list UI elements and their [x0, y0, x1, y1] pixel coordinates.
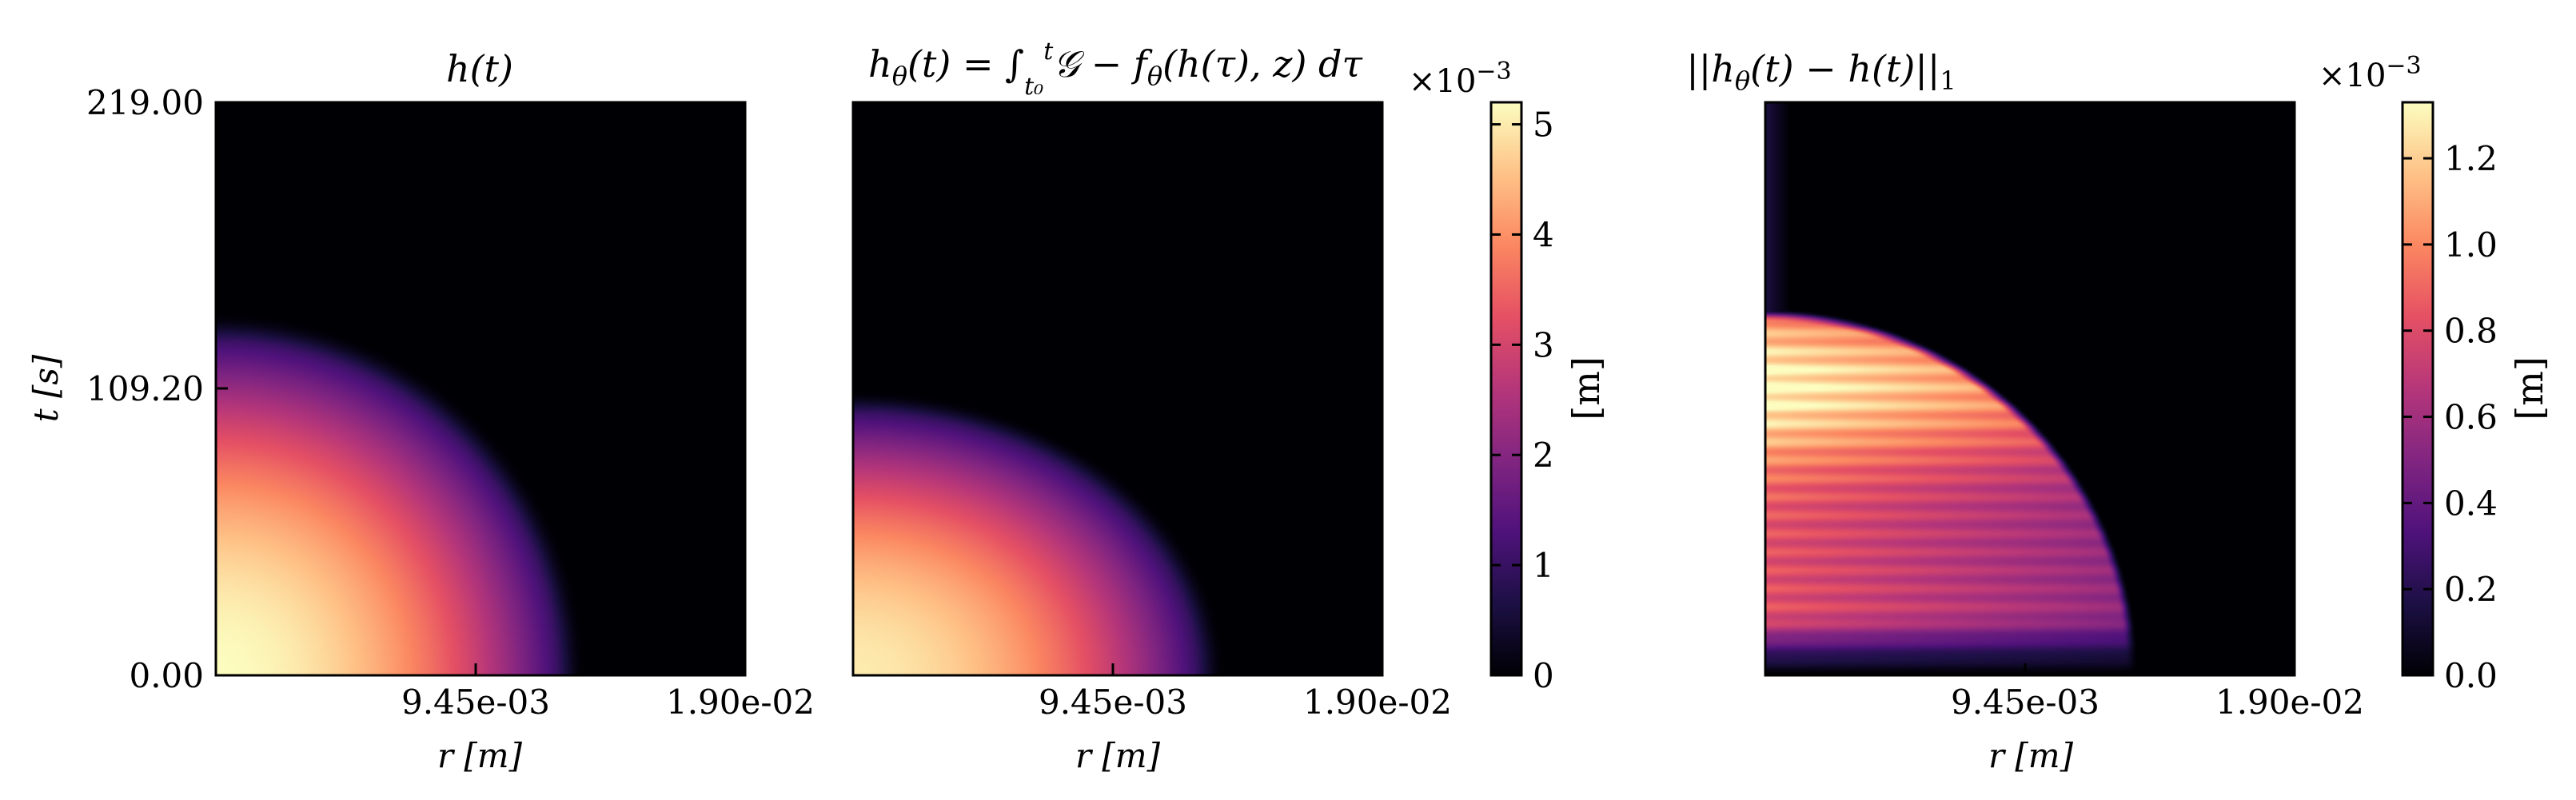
panel-h-theta: hθ(t) = ∫t₀t𝒢 − fθ(h(τ), z) dτ 9.45e-03 …: [851, 38, 1452, 775]
panel-2-xlabel: r [m]: [1075, 736, 1161, 775]
colorbar-1: ×10−3 0 1 2 3 4 5 [m]: [1409, 58, 1608, 695]
panel-2-title-part-6: 𝒢 − f: [1053, 42, 1153, 86]
panel-1-ytick-label-0: 0.00: [129, 656, 204, 695]
panel-3-title-part-2: θ: [1735, 66, 1750, 96]
colorbar-2-tick-label-1: 0.2: [2444, 570, 2498, 609]
colorbar-2-frame: [2401, 101, 2434, 677]
heatmap-3-image: [1765, 102, 2295, 675]
colorbar-1-exponent-base: ×10: [1409, 63, 1476, 100]
panel-3-title-part-1: ||h: [1686, 47, 1735, 90]
heatmap-1-image: [216, 102, 745, 675]
panel-2-title-part-8: (h(τ), z) dτ: [1162, 42, 1363, 86]
panel-3-title-part-3: (t) − h(t)||: [1750, 47, 1940, 90]
colorbar-1-tick-label-2: 2: [1533, 436, 1554, 475]
colorbar-2-tick-label-5: 1.0: [2444, 225, 2498, 265]
colorbar-2-tick-label-2: 0.4: [2444, 484, 2498, 523]
colorbar-1-tick-label-5: 5: [1533, 105, 1554, 145]
colorbar-2-label: [m]: [2508, 356, 2551, 420]
colorbar-2-gradient: [2403, 102, 2433, 675]
panel-3-title: ||hθ(t) − h(t)||1: [1686, 47, 1956, 96]
colorbar-1-tick-label-0: 0: [1533, 656, 1554, 695]
panel-3-xlabel: r [m]: [1988, 736, 2074, 775]
colorbar-1-frame: [1489, 101, 1523, 677]
panel-2-title: hθ(t) = ∫t₀t𝒢 − fθ(h(τ), z) dτ: [868, 38, 1363, 101]
panel-2-title-part-3: (t) = ∫: [907, 42, 1024, 86]
panel-3-xtick-label-2: 1.90e-02: [2215, 683, 2364, 722]
colorbar-1-tick-label-1: 1: [1533, 546, 1554, 585]
colorbar-1-exponent: ×10−3: [1409, 58, 1512, 100]
panel-error: ||hθ(t) − h(t)||1 9.45e-03 1.90e-02 r [m…: [1686, 47, 2364, 775]
panel-2-title-part-5: t: [1043, 38, 1054, 66]
panel-1-xtick-label-1: 9.45e-03: [401, 683, 550, 722]
colorbar-2-tick-label-6: 1.2: [2444, 139, 2498, 178]
panel-1-ytick-label-2: 219.00: [86, 83, 204, 122]
panel-2-frame: [851, 101, 1384, 677]
panel-1-xtick-label-2: 1.90e-02: [666, 683, 815, 722]
panel-3-title-part-4: 1: [1940, 66, 1956, 96]
colorbar-2-exponent: ×10−3: [2319, 52, 2422, 94]
panel-3-xtick-label-1: 9.45e-03: [1951, 683, 2099, 722]
panel-1-title: h(t): [446, 47, 513, 90]
panel-1-ytick-label-1: 109.20: [86, 369, 204, 408]
panel-2-xtick-label-2: 1.90e-02: [1303, 683, 1452, 722]
heatmap-2-image: [853, 102, 1382, 675]
colorbar-1-tick-label-4: 4: [1533, 215, 1554, 254]
panel-2-title-part-4: t₀: [1024, 73, 1043, 101]
colorbar-1-gradient: [1491, 102, 1521, 675]
colorbar-2-tick-label-0: 0.0: [2444, 656, 2498, 695]
panel-2-title-part-2: θ: [892, 61, 907, 91]
panel-h: h(t) 9.45e-03 1.90e-02 r [m] 0.00 109.20…: [26, 47, 815, 775]
panel-1-ylabel: t [s]: [26, 354, 66, 422]
colorbar-2-tick-label-4: 0.8: [2444, 312, 2498, 351]
panel-1-xlabel: r [m]: [437, 736, 523, 775]
colorbar-1-ticks: 0 1 2 3 4 5: [1491, 105, 1554, 695]
colorbar-1-exponent-power: −3: [1476, 58, 1511, 86]
colorbar-1-tick-label-3: 3: [1533, 325, 1554, 364]
panel-2-title-part-7: θ: [1147, 61, 1162, 91]
colorbar-2-exponent-base: ×10: [2319, 58, 2386, 94]
panel-3-frame: [1764, 101, 2296, 677]
colorbar-2: ×10−3 0.0 0.2 0.4 0.6 0.8 1.0 1.2 [m]: [2319, 52, 2551, 695]
colorbar-2-ticks: 0.0 0.2 0.4 0.6 0.8 1.0 1.2: [2403, 139, 2498, 695]
colorbar-1-label: [m]: [1565, 356, 1608, 420]
colorbar-2-exponent-power: −3: [2386, 52, 2421, 80]
panel-2-xtick-label-1: 9.45e-03: [1039, 683, 1187, 722]
colorbar-2-tick-label-3: 0.6: [2444, 398, 2498, 437]
panel-2-title-part-1: h: [868, 42, 892, 86]
